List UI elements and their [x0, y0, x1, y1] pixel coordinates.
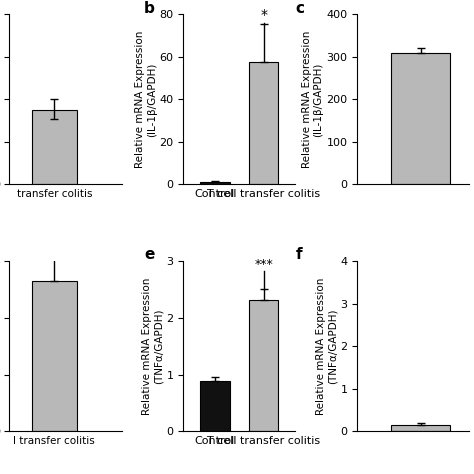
Text: *: * [260, 8, 267, 22]
Y-axis label: Relative mRNA Expression
(IL-1β/GAPDH): Relative mRNA Expression (IL-1β/GAPDH) [135, 31, 157, 168]
Bar [391, 53, 450, 184]
Y-axis label: Relative mRNA Expression
(IL-1β/GAPDH): Relative mRNA Expression (IL-1β/GAPDH) [302, 31, 323, 168]
Bar [249, 300, 278, 431]
Text: c: c [295, 0, 304, 16]
Y-axis label: Relative mRNA Expression
(TNFα/GAPDH): Relative mRNA Expression (TNFα/GAPDH) [142, 277, 164, 415]
Bar [32, 281, 77, 431]
Bar [32, 110, 77, 184]
Y-axis label: Relative mRNA Expression
(TNFα/GAPDH): Relative mRNA Expression (TNFα/GAPDH) [316, 277, 337, 415]
Text: b: b [144, 0, 155, 16]
Text: f: f [295, 247, 302, 263]
Text: e: e [144, 247, 155, 263]
Bar [201, 382, 229, 431]
Text: ***: *** [255, 258, 273, 271]
Bar [201, 182, 229, 184]
Bar [249, 62, 278, 184]
Bar [391, 425, 450, 431]
